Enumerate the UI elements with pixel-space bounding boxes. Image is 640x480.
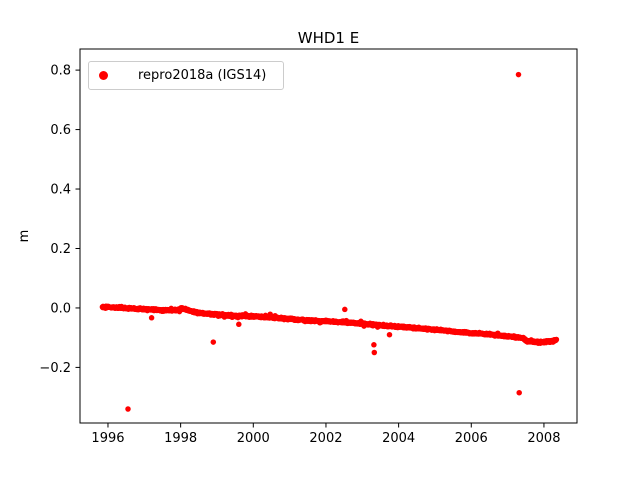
legend-box: repro2018a (IGS14): [88, 61, 284, 90]
svg-text:2006: 2006: [455, 431, 488, 446]
plot-frame: [79, 48, 578, 424]
scatter-points: [99, 71, 560, 412]
svg-text:2002: 2002: [309, 431, 342, 446]
svg-text:2004: 2004: [382, 431, 415, 446]
y-axis-label: m: [17, 229, 32, 243]
svg-text:0.8: 0.8: [50, 64, 71, 79]
x-axis-ticks: 1996 1998 2000 2002 2004 2006 2008: [91, 423, 560, 446]
svg-text:0.0: 0.0: [50, 301, 71, 316]
svg-text:1998: 1998: [164, 431, 197, 446]
svg-text:2000: 2000: [237, 431, 270, 446]
svg-text:0.4: 0.4: [50, 183, 71, 198]
svg-text:1996: 1996: [91, 431, 124, 446]
svg-text:−0.2: −0.2: [39, 361, 71, 376]
y-axis-ticks: −0.2 0.0 0.2 0.4 0.6 0.8: [39, 64, 80, 376]
svg-text:0.2: 0.2: [50, 242, 71, 257]
svg-text:2008: 2008: [527, 431, 560, 446]
legend-entry-label: repro2018a (IGS14): [138, 68, 267, 83]
chart-title: WHD1 E: [297, 29, 360, 47]
legend-dot-icon: [99, 71, 108, 80]
svg-text:0.6: 0.6: [50, 123, 71, 138]
